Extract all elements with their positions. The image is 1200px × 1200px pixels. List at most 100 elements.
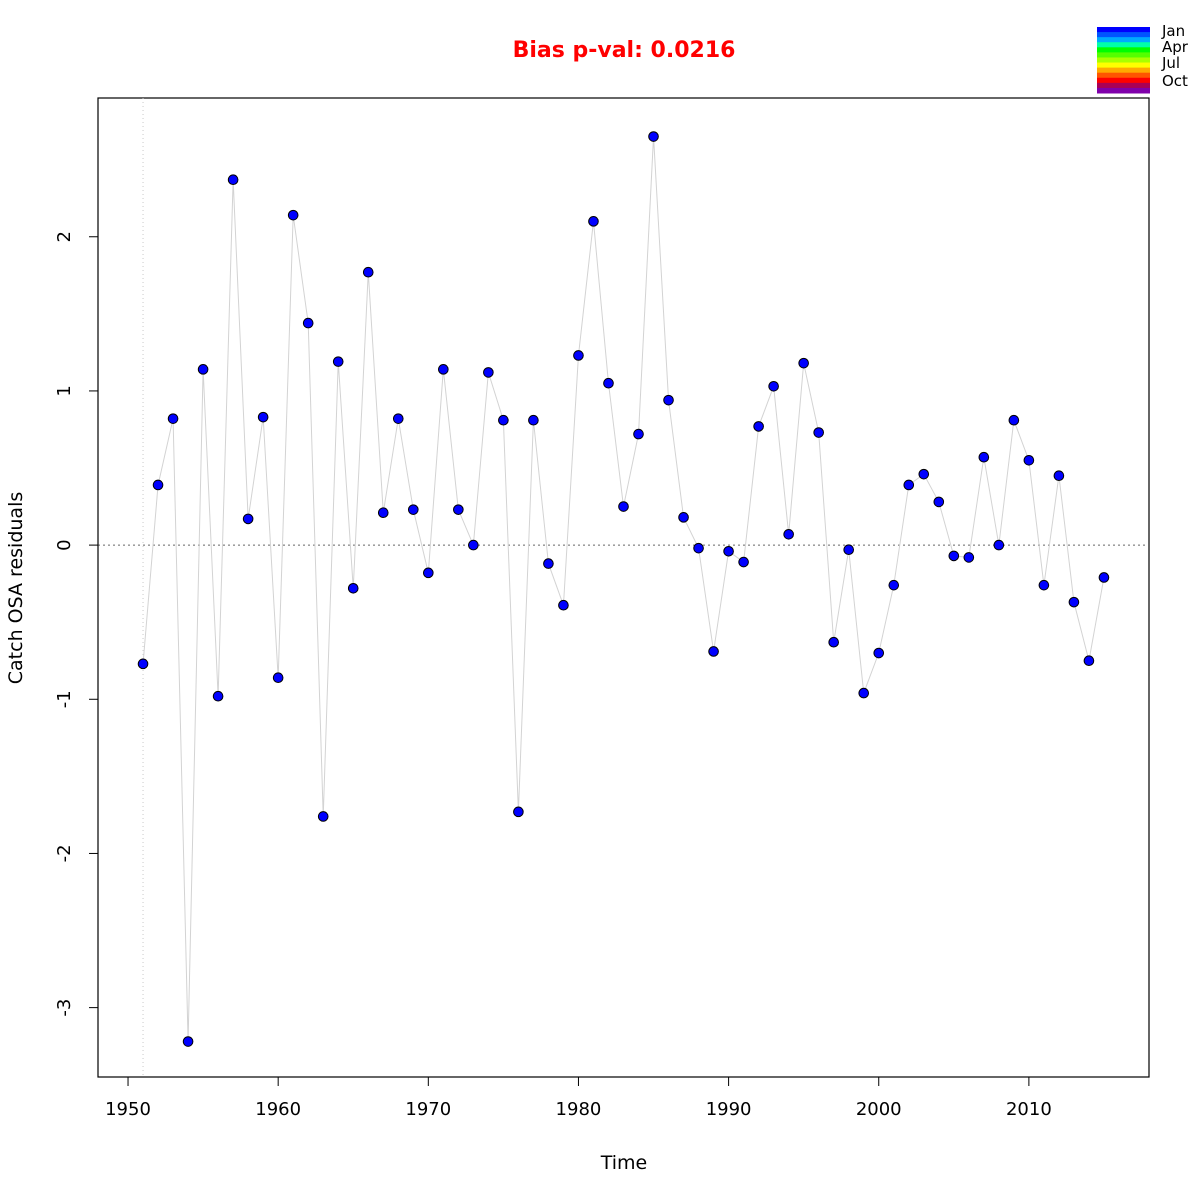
data-point — [212, 690, 224, 702]
data-point — [963, 552, 975, 563]
y-tick-label: 0 — [54, 539, 75, 550]
data-point — [332, 356, 344, 367]
data-point — [1068, 596, 1080, 608]
legend-color-swatch — [1097, 82, 1150, 89]
data-point — [362, 266, 374, 278]
legend-label-oct: Oct — [1162, 72, 1188, 90]
x-tick-label: 1990 — [706, 1099, 752, 1120]
data-point — [678, 512, 689, 523]
data-point — [272, 672, 284, 683]
data-point — [197, 364, 209, 375]
data-point — [528, 414, 539, 426]
y-tick-label: 1 — [54, 385, 75, 396]
data-point — [858, 687, 870, 699]
legend-color-swatch — [1097, 42, 1150, 48]
x-axis: 1950 1960 1970 1980 1990 2000 2010 — [105, 1076, 1052, 1120]
data-point — [738, 556, 749, 568]
data-point — [317, 811, 329, 822]
data-point — [242, 513, 254, 525]
data-point — [287, 209, 299, 221]
legend-color-swatch — [1097, 87, 1150, 94]
data-point — [1053, 470, 1065, 482]
chart-title: Bias p-val: 0.0216 — [513, 38, 736, 63]
legend-color-swatch — [1097, 57, 1150, 64]
data-point — [573, 350, 584, 361]
legend-color-swatch — [1097, 62, 1150, 69]
data-point — [843, 544, 855, 556]
data-point — [423, 567, 434, 579]
legend-color-swatch — [1097, 72, 1150, 79]
data-point — [903, 479, 915, 491]
data-point — [663, 394, 674, 406]
y-tick-label: -1 — [54, 690, 75, 708]
x-axis-label: Time — [600, 1152, 648, 1174]
legend-color-swatch — [1097, 32, 1150, 38]
data-point — [1083, 655, 1095, 667]
data-point — [873, 647, 885, 659]
data-point — [633, 428, 644, 440]
x-tick-label: 1980 — [556, 1099, 602, 1120]
legend-label-jul: Jul — [1161, 54, 1180, 72]
data-point — [182, 1036, 194, 1047]
data-point — [768, 381, 779, 392]
data-point — [558, 599, 569, 611]
data-point — [543, 558, 554, 569]
data-point — [753, 421, 764, 432]
data-point — [888, 579, 900, 591]
data-point — [933, 496, 945, 508]
data-point — [513, 806, 524, 818]
series-line — [142, 136, 1105, 1042]
data-point — [227, 174, 239, 186]
legend-color-swatch — [1097, 47, 1150, 53]
data-point — [708, 646, 719, 657]
data-point — [1098, 572, 1110, 583]
data-point — [377, 507, 389, 519]
data-point — [603, 377, 614, 389]
data-point — [798, 357, 809, 369]
data-point — [978, 451, 990, 463]
data-point — [618, 501, 629, 512]
plot-frame — [97, 97, 1150, 1078]
y-axis: -3 -2 -1 0 1 2 — [54, 231, 99, 1017]
data-point — [648, 131, 659, 142]
data-point — [137, 658, 149, 670]
data-point — [302, 317, 314, 329]
data-point — [588, 216, 599, 227]
data-point — [167, 413, 179, 424]
legend-color-swatch — [1097, 52, 1150, 58]
data-point — [828, 636, 840, 648]
data-point — [408, 504, 419, 515]
residual-connector-line — [142, 136, 1105, 1042]
x-tick-label: 1970 — [405, 1099, 451, 1120]
data-point — [1038, 579, 1050, 591]
data-point — [993, 539, 1005, 551]
data-point — [483, 367, 494, 378]
data-point — [438, 364, 449, 375]
legend-color-swatch — [1097, 37, 1150, 43]
y-tick-label: 2 — [54, 231, 75, 242]
x-tick-label: 1960 — [255, 1099, 301, 1120]
data-point — [453, 504, 464, 515]
data-point — [1008, 414, 1020, 426]
x-tick-label: 1950 — [105, 1099, 151, 1120]
data-point — [948, 550, 960, 562]
data-point — [813, 427, 824, 438]
data-point — [468, 539, 479, 551]
y-tick-label: -2 — [54, 844, 75, 862]
data-point — [347, 582, 359, 594]
data-point — [392, 413, 404, 424]
legend-color-swatch — [1097, 77, 1150, 84]
x-tick-label: 2000 — [856, 1099, 902, 1120]
data-point — [783, 529, 794, 540]
data-points — [137, 131, 1110, 1047]
data-point — [498, 414, 509, 426]
data-point — [723, 545, 734, 557]
y-axis-label: Catch OSA residuals — [5, 492, 27, 684]
data-point — [693, 542, 704, 554]
x-tick-label: 2010 — [1006, 1099, 1052, 1120]
legend-color-swatch — [1097, 67, 1150, 74]
y-tick-label: -3 — [54, 999, 75, 1017]
data-point — [152, 479, 164, 491]
